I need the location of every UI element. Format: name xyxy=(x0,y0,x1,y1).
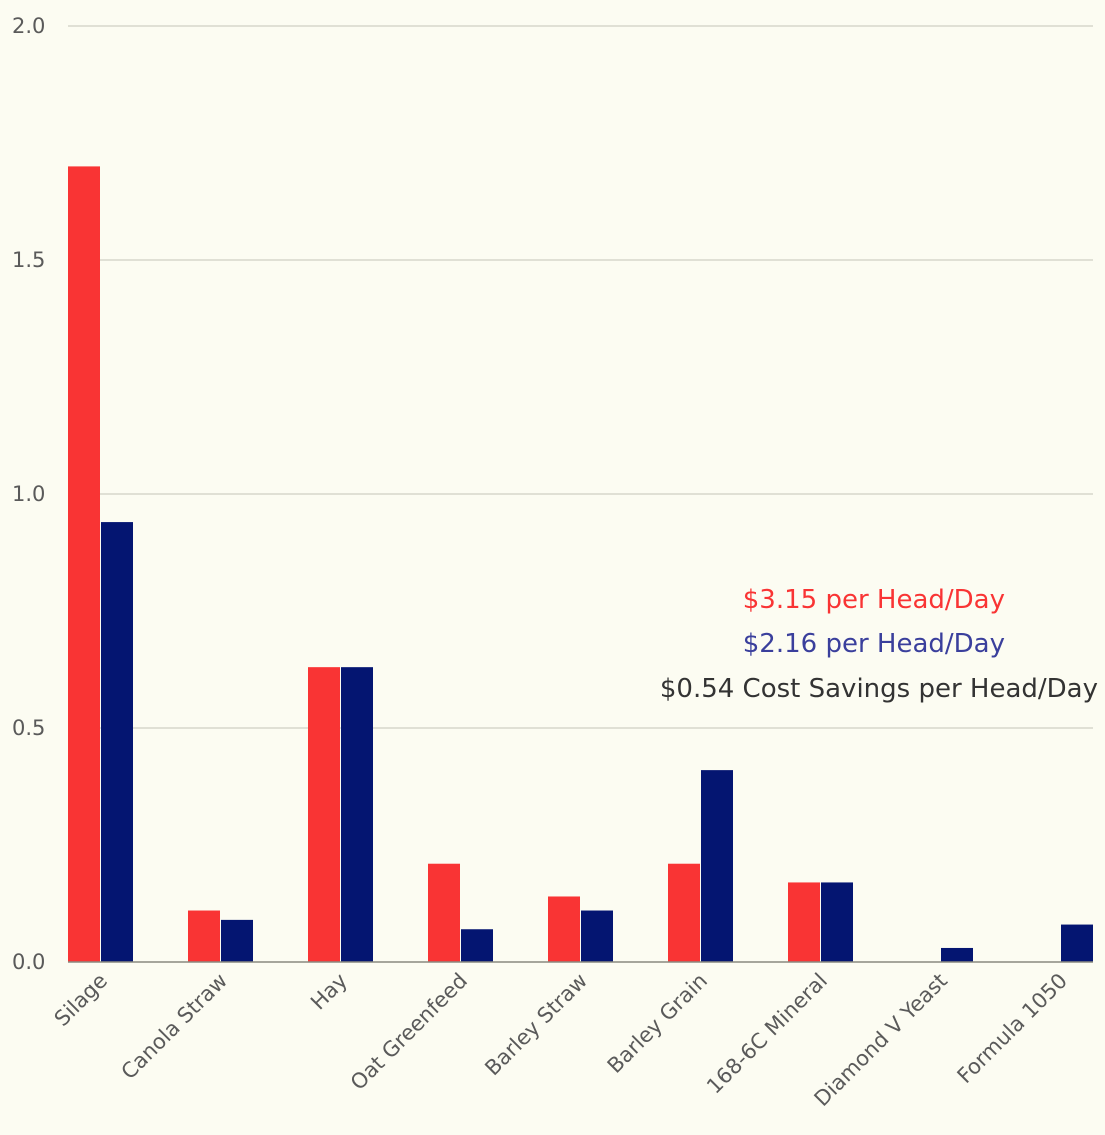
bar-navy-4 xyxy=(581,910,613,962)
bar-navy-7 xyxy=(941,947,973,962)
annotation-2: $0.54 Cost Savings per Head/Day xyxy=(660,674,1098,704)
bar-red-4 xyxy=(548,896,580,962)
annotation-1: $2.16 per Head/Day xyxy=(743,629,1005,659)
x-tick-label: Silage xyxy=(50,969,112,1031)
bar-navy-0 xyxy=(101,522,133,962)
y-tick-label: 1.0 xyxy=(12,482,45,506)
x-tick-label: 168-6C Mineral xyxy=(702,969,832,1099)
annotation-0: $3.15 per Head/Day xyxy=(743,585,1005,615)
bar-red-2 xyxy=(308,667,340,962)
x-tick-label: Barley Grain xyxy=(603,969,712,1078)
bar-navy-2 xyxy=(341,667,373,962)
annotations: $3.15 per Head/Day $2.16 per Head/Day $0.5… xyxy=(660,585,1098,704)
y-axis-ticks: 0.0 0.5 1.0 1.5 2.0 xyxy=(12,14,45,974)
y-tick-label: 0.0 xyxy=(12,950,45,974)
bar-red-5 xyxy=(668,863,700,962)
y-tick-label: 2.0 xyxy=(12,14,45,38)
bar-red-3 xyxy=(428,863,460,962)
y-tick-label: 1.5 xyxy=(12,248,45,272)
bars xyxy=(68,166,1093,962)
bar-red-0 xyxy=(68,166,100,962)
bar-navy-5 xyxy=(701,770,733,962)
bar-navy-3 xyxy=(461,929,493,962)
x-tick-label: Hay xyxy=(306,969,352,1015)
x-tick-label: Diamond V Yeast xyxy=(810,969,953,1112)
bar-navy-1 xyxy=(221,919,253,962)
gridlines xyxy=(68,25,1093,729)
x-tick-label: Oat Greenfeed xyxy=(346,969,472,1095)
x-tick-label: Barley Straw xyxy=(480,969,592,1081)
x-tick-label: Canola Straw xyxy=(117,969,232,1084)
bar-navy-8 xyxy=(1061,924,1093,962)
y-tick-label: 0.5 xyxy=(12,716,45,740)
bar-red-1 xyxy=(188,910,220,962)
bar-red-6 xyxy=(788,882,820,962)
x-tick-label: Formula 1050 xyxy=(953,969,1073,1089)
bar-navy-6 xyxy=(821,882,853,962)
